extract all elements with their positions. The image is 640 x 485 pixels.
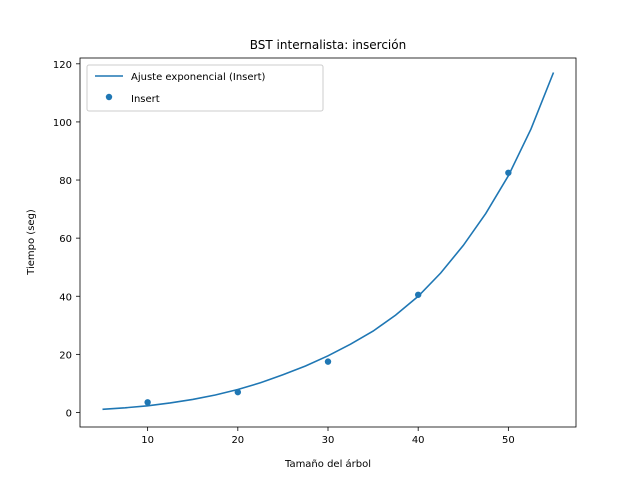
plot-area xyxy=(79,57,577,428)
data-point xyxy=(505,169,512,176)
y-tick-label: 60 xyxy=(59,234,72,245)
legend: Ajuste exponencial (Insert) Insert xyxy=(86,64,324,112)
y-tick-label: 20 xyxy=(59,350,72,361)
x-axis: 10 20 30 40 50 xyxy=(141,427,515,446)
x-axis-label: Tamaño del árbol xyxy=(284,458,371,470)
x-tick-label: 20 xyxy=(231,435,244,446)
x-tick-label: 40 xyxy=(412,435,425,446)
y-tick-label: 40 xyxy=(59,292,72,303)
chart-title: BST internalista: inserción xyxy=(250,38,406,52)
legend-dot-swatch xyxy=(105,93,113,101)
legend-label-fit: Ajuste exponencial (Insert) xyxy=(131,72,266,83)
data-point xyxy=(324,358,332,365)
y-tick-label: 120 xyxy=(53,60,72,71)
x-tick-label: 50 xyxy=(502,435,515,446)
x-tick-label: 30 xyxy=(322,435,335,446)
y-axis-label: Tiempo (seg) xyxy=(26,209,37,276)
y-tick-label: 80 xyxy=(59,176,72,187)
y-axis: 0 20 40 60 80 100 120 xyxy=(53,60,80,419)
data-point xyxy=(234,388,242,396)
y-tick-label: 0 xyxy=(66,408,72,419)
x-tick-label: 10 xyxy=(141,435,154,446)
y-tick-label: 100 xyxy=(53,118,72,129)
legend-label-points: Insert xyxy=(131,94,160,105)
data-point xyxy=(414,291,422,298)
plot-frame xyxy=(79,57,577,428)
legend-box xyxy=(86,64,324,112)
fit-line xyxy=(102,72,555,411)
data-point xyxy=(144,399,151,406)
